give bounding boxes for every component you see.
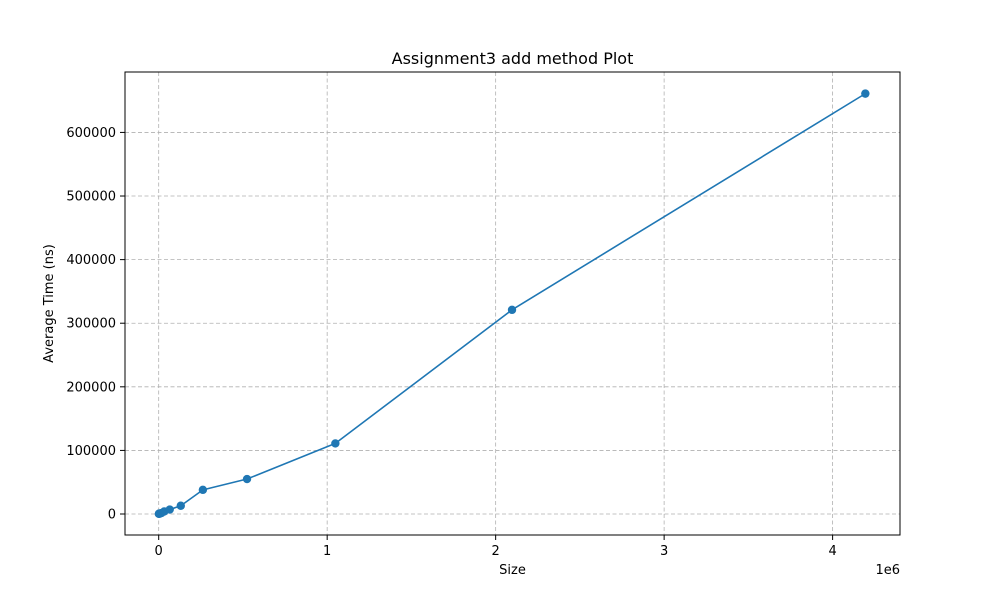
x-axis-label: Size xyxy=(499,563,526,578)
x-tick-label: 1 xyxy=(323,544,331,559)
x-tick-label: 2 xyxy=(492,544,500,559)
y-tick-label: 200000 xyxy=(66,380,116,395)
y-tick-label: 500000 xyxy=(66,190,116,205)
y-tick-label: 100000 xyxy=(66,444,116,459)
y-tick-label: 600000 xyxy=(66,126,116,141)
y-axis-label: Average Time (ns) xyxy=(42,244,57,363)
y-tick-label: 300000 xyxy=(66,317,116,332)
series-layer xyxy=(154,89,870,519)
x-axis-offset-text: 1e6 xyxy=(875,563,900,578)
data-point xyxy=(242,474,252,484)
data-point xyxy=(176,501,185,510)
chart-title: Assignment3 add method Plot xyxy=(392,49,634,68)
y-tick-label: 0 xyxy=(108,508,116,523)
x-tick-label: 3 xyxy=(660,544,668,559)
data-point xyxy=(861,89,870,98)
data-point xyxy=(507,305,517,315)
plot-area-frame xyxy=(124,71,901,536)
grid-lines xyxy=(125,72,900,535)
y-tick-label: 400000 xyxy=(66,253,116,268)
data-point xyxy=(165,505,174,514)
data-point xyxy=(331,439,340,448)
axis-ticks: 0 1 2 3 4 0 100000 200000 300000 400000 500000 6000… xyxy=(66,126,836,559)
x-tick-label: 4 xyxy=(828,544,836,559)
data-point xyxy=(198,485,208,495)
x-tick-label: 0 xyxy=(155,544,163,559)
